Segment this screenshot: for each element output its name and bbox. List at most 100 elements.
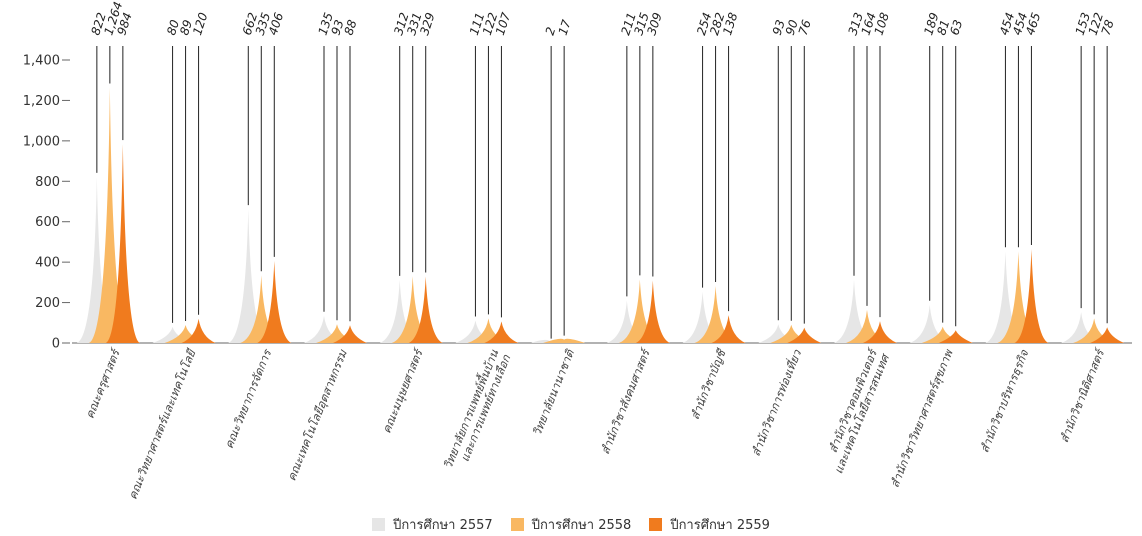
value-label: 309 xyxy=(644,11,664,37)
value-label: 254 xyxy=(694,11,714,37)
area-peak xyxy=(379,279,420,343)
category-label: วิทยาลัยนานาชาติ xyxy=(530,347,578,438)
category-label-line: สำนักวิชาการท่องเที่ยว xyxy=(748,347,805,458)
value-label: 164 xyxy=(859,11,879,37)
area-peak xyxy=(543,338,586,343)
legend-label-2557: ปีการศึกษา 2557 xyxy=(393,518,493,533)
value-label: 80 xyxy=(164,18,182,37)
category-label-line: สำนักวิชาบริหารธุรกิจ xyxy=(977,347,1032,455)
y-axis: 0 200 400 600 800 1,000 1,200 1,400 xyxy=(23,54,1132,352)
value-label: 313 xyxy=(846,11,866,37)
legend-item: ปีการศึกษา 2559 xyxy=(649,514,770,535)
value-label: 63 xyxy=(947,18,965,37)
value-label: 282 xyxy=(707,11,727,37)
value-label: 312 xyxy=(391,11,411,37)
category-label-line: คณะวิทยาการจัดการ xyxy=(222,346,275,450)
category-label-line: สำนักวิชาวิทยาศาสตร์สุขภาพ xyxy=(887,347,956,490)
area-peak xyxy=(88,87,131,344)
category-labels: คณะครุศาสตร์ คณะวิทยาศาสตร์และเทคโนโลยี คณ… xyxy=(82,345,1108,501)
value-label: 93 xyxy=(770,18,788,37)
category-label-line: คณะครุศาสตร์ xyxy=(82,345,123,421)
value-label: 822 xyxy=(88,11,108,37)
y-tick-label: 0 xyxy=(52,337,60,352)
value-label: 88 xyxy=(342,18,360,37)
area-peak xyxy=(846,309,888,343)
category-label: สำนักวิชาบัญชี xyxy=(688,346,729,422)
area-peak xyxy=(1073,318,1116,343)
y-tick-label: 600 xyxy=(35,215,60,230)
category-label-line: วิทยาลัยนานาชาติ xyxy=(530,347,578,438)
area-peak xyxy=(1014,249,1049,343)
value-label: 107 xyxy=(493,10,514,36)
value-label: 111 xyxy=(467,11,487,37)
area-peak xyxy=(1090,327,1125,343)
category-label: สำนักวิชาสังคมศาสตร์ xyxy=(598,345,654,456)
y-tick-label: 1,200 xyxy=(23,94,60,109)
category-label: สำนักวิชาบริหารธุรกิจ xyxy=(977,347,1032,455)
legend-swatch-2557 xyxy=(372,518,386,531)
area-peak xyxy=(240,275,283,343)
value-label: 108 xyxy=(872,10,893,36)
area-peak xyxy=(711,315,746,343)
value-label: 120 xyxy=(190,10,211,36)
value-label: 138 xyxy=(720,10,741,36)
value-label: 329 xyxy=(417,11,437,37)
area-peak xyxy=(304,315,344,343)
area-peak xyxy=(938,330,973,343)
area-peak xyxy=(682,291,723,343)
area-peak xyxy=(1061,312,1102,343)
legend-item: ปีการศึกษา 2558 xyxy=(510,514,632,535)
value-label: 135 xyxy=(316,11,336,37)
value-label: 89 xyxy=(177,18,195,37)
area-peak xyxy=(635,280,670,343)
value-label: 17 xyxy=(556,18,574,37)
category-label: คณะมนุษยศาสตร์ xyxy=(379,345,426,435)
category-label-line: คณะวิทยาศาสตร์และเทคโนโลยี xyxy=(125,346,199,501)
area-peak xyxy=(863,321,897,343)
category-label-line: สำนักวิชาบัญชี xyxy=(688,346,729,422)
value-label: 465 xyxy=(1023,11,1043,37)
y-tick-label: 1,000 xyxy=(23,134,60,149)
area-peak xyxy=(467,318,510,343)
category-label-line: คณะมนุษยศาสตร์ xyxy=(379,345,426,435)
area-peak xyxy=(618,279,661,343)
category-label: คณะครุศาสตร์ xyxy=(82,345,123,421)
chart-marks xyxy=(76,87,1125,344)
value-label: 90 xyxy=(783,18,801,37)
value-label: 2 xyxy=(543,25,559,37)
area-peak xyxy=(228,209,269,343)
value-label: 78 xyxy=(1099,18,1117,37)
category-label: คณะวิทยาศาสตร์และเทคโนโลยี xyxy=(125,346,199,501)
value-label: 122 xyxy=(480,11,500,37)
y-tick-label: 1,400 xyxy=(23,54,60,69)
legend-swatch-2559 xyxy=(649,518,663,531)
legend-label-2558: ปีการศึกษา 2558 xyxy=(531,518,632,533)
area-peak xyxy=(408,276,443,343)
category-label: คณะวิทยาการจัดการ xyxy=(222,346,275,450)
area-peak xyxy=(455,320,496,343)
value-label: 335 xyxy=(253,11,273,37)
value-label: 211 xyxy=(618,11,638,37)
area-peak xyxy=(76,176,117,343)
value-label: 662 xyxy=(240,11,260,37)
value-label: 122 xyxy=(1086,11,1106,37)
value-label: 315 xyxy=(631,11,651,37)
category-label: สำนักวิชาวิทยาศาสตร์สุขภาพ xyxy=(887,347,956,490)
value-label: 76 xyxy=(796,18,814,37)
category-label: คณะเทคโนโลยีอุตสาหกรรม xyxy=(284,347,350,483)
category-label-line: สำนักวิชาสังคมศาสตร์ xyxy=(598,345,654,456)
area-peak xyxy=(985,251,1026,343)
value-label: 454 xyxy=(1010,11,1030,37)
value-label: 984 xyxy=(114,11,134,37)
category-label-line: คณะเทคโนโลยีอุตสาหกรรม xyxy=(284,347,350,483)
value-label: 81 xyxy=(934,18,952,37)
value-label: 93 xyxy=(329,18,347,37)
area-peak xyxy=(997,251,1040,343)
area-peak xyxy=(181,318,216,343)
area-peak xyxy=(257,260,292,343)
category-label-line: สำนักวิชานิติศาสตร์ xyxy=(1057,345,1108,445)
area-peak xyxy=(484,321,519,343)
legend-swatch-2558 xyxy=(510,518,524,531)
area-peak xyxy=(606,300,647,343)
